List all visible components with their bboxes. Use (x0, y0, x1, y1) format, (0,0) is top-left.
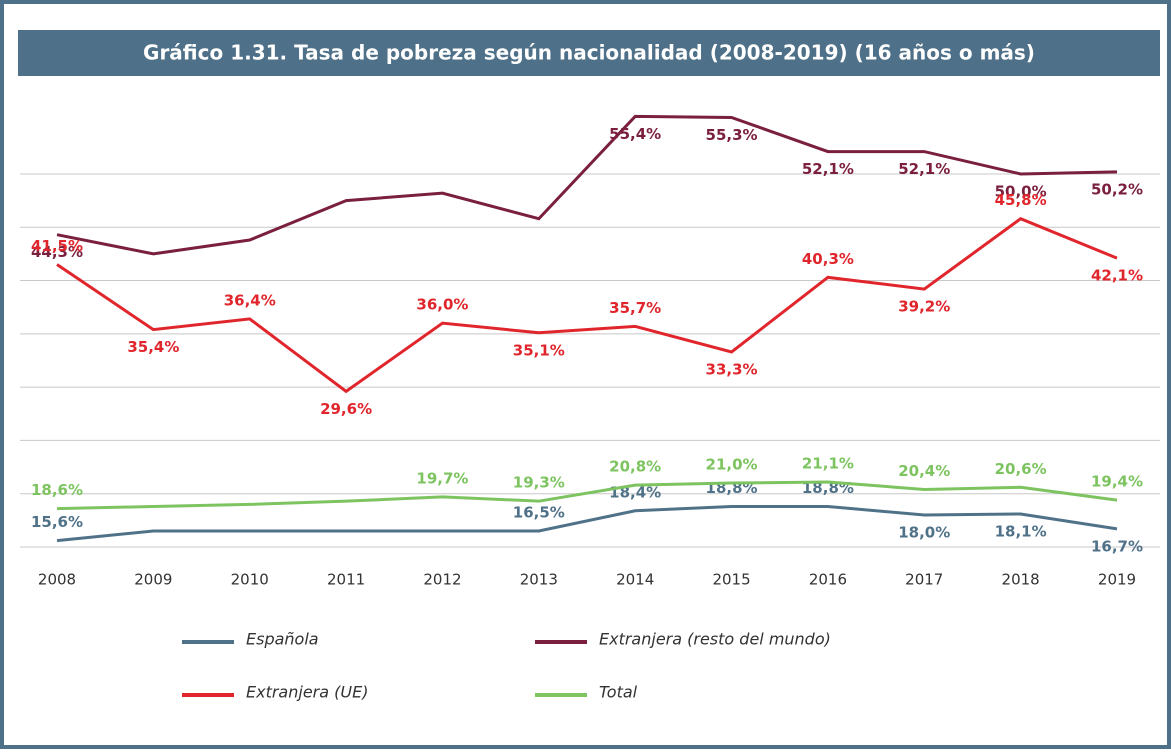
x-tick-label: 2016 (809, 571, 847, 589)
data-label: 41,5% (31, 237, 83, 255)
data-label: 36,4% (224, 291, 276, 309)
data-label: 21,1% (802, 454, 854, 472)
data-label: 36,0% (416, 296, 468, 314)
data-label: 52,1% (802, 160, 854, 178)
data-label: 42,1% (1091, 267, 1143, 285)
data-label: 55,4% (609, 125, 661, 143)
data-label: 19,4% (1091, 473, 1143, 491)
data-label: 21,0% (706, 456, 758, 474)
x-tick-label: 2013 (520, 571, 558, 589)
legend-label: Española (246, 630, 319, 649)
data-label: 15,6% (31, 513, 83, 531)
legend-label: Extranjera (resto del mundo) (599, 630, 831, 649)
x-tick-label: 2010 (231, 571, 269, 589)
x-tick-label: 2014 (616, 571, 654, 589)
data-label: 19,3% (513, 474, 565, 492)
data-label: 35,1% (513, 341, 565, 359)
legend-label: Extranjera (UE) (246, 683, 368, 702)
data-label: 19,7% (416, 469, 468, 487)
data-label: 20,4% (898, 462, 950, 480)
x-tick-label: 2017 (905, 571, 943, 589)
series-line (56, 480, 1118, 511)
data-label: 50,2% (1091, 180, 1143, 198)
legend-label: Total (599, 683, 638, 702)
data-label: 52,1% (898, 160, 950, 178)
data-label: 16,7% (1091, 537, 1143, 555)
x-tick-label: 2018 (1002, 571, 1040, 589)
data-label: 35,7% (609, 299, 661, 317)
data-label: 29,6% (320, 400, 372, 418)
title-banner (18, 30, 1160, 76)
data-label: 50,0% (995, 182, 1047, 200)
x-tick-label: 2015 (712, 571, 750, 589)
data-label: 18,1% (995, 522, 1047, 540)
data-label: 20,8% (609, 458, 661, 476)
data-label: 16,5% (513, 504, 565, 522)
data-label: 18,0% (898, 524, 950, 542)
data-label: 45,8% (995, 191, 1047, 209)
data-label: 18,6% (31, 481, 83, 499)
x-tick-label: 2019 (1098, 571, 1136, 589)
x-tick-label: 2009 (134, 571, 172, 589)
x-tick-label: 2012 (423, 571, 461, 589)
data-label: 44,3% (31, 243, 83, 261)
series-line (56, 217, 1118, 394)
x-tick-label: 2008 (38, 571, 76, 589)
data-label: 20,6% (995, 460, 1047, 478)
data-label: 39,2% (898, 298, 950, 316)
series-line (56, 504, 1118, 543)
data-label: 40,3% (802, 250, 854, 268)
data-label: 35,4% (127, 338, 179, 356)
x-tick-label: 2011 (327, 571, 365, 589)
data-label: 55,3% (706, 126, 758, 144)
data-label: 33,3% (706, 360, 758, 378)
series-line (56, 114, 1118, 256)
chart-title: Gráfico 1.31. Tasa de pobreza según naci… (143, 41, 1035, 65)
